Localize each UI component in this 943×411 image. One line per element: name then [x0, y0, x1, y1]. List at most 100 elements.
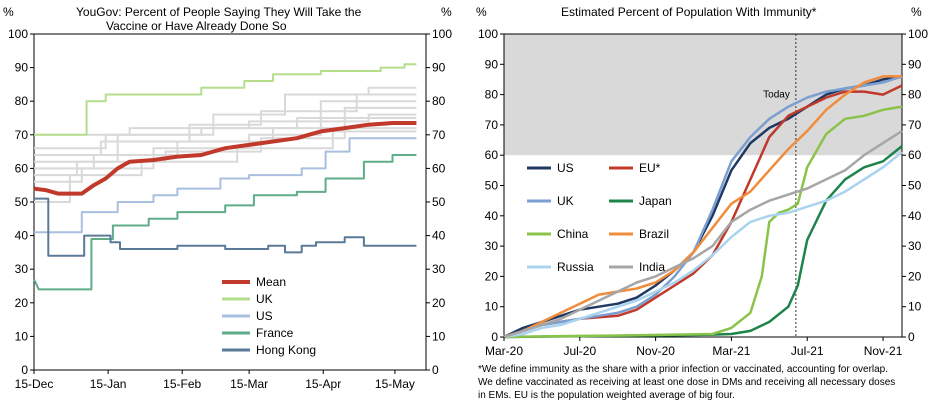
- left-ytick-label-right-60: 60: [432, 161, 446, 175]
- right-xtick-label-jul-20: Jul-20: [563, 344, 596, 358]
- right-ytick-label-left-60: 60: [485, 148, 499, 162]
- right-ytick-label-left-80: 80: [485, 88, 499, 102]
- left-chart-left-unit: %: [3, 5, 14, 19]
- left-background-line-7: [34, 93, 417, 156]
- left-xtick-label-15-jan: 15-Jan: [90, 377, 127, 391]
- left-chart-title-line-2: Vaccine or Have Already Done So: [106, 19, 287, 33]
- right-chart-left-unit: %: [476, 5, 487, 19]
- right-legend-label-china: China: [557, 227, 589, 241]
- left-series-line-france: [33, 154, 417, 291]
- left-ytick-label-right-0: 0: [432, 363, 439, 377]
- left-background-line-2: [34, 117, 417, 150]
- left-ytick-label-left-0: 0: [21, 363, 28, 377]
- footnote-line-3: in EMs. EU is the population weighted av…: [478, 390, 735, 401]
- right-ytick-label-right-60: 60: [908, 148, 922, 162]
- right-chart-title: Estimated Percent of Population With Imm…: [561, 5, 817, 19]
- left-xtick-label-15-dec: 15-Dec: [15, 377, 54, 391]
- right-chart-right-unit: %: [911, 5, 922, 19]
- left-ytick-label-left-80: 80: [15, 94, 29, 108]
- left-axis-ticks: 0 0 10 10 20 20 30 30 40 40 50 50 60 60 70 70 80 80 90 90 10…: [8, 27, 452, 391]
- right-xtick-label-jul-21: Jul-21: [791, 344, 824, 358]
- right-xtick-label-mar-21: Mar-21: [712, 344, 750, 358]
- left-xtick-label-15-apr: 15-Apr: [305, 377, 341, 391]
- right-ytick-label-left-10: 10: [485, 300, 499, 314]
- left-chart: YouGov: Percent of People Saying They Wi…: [3, 5, 452, 391]
- left-ytick-label-left-50: 50: [15, 195, 29, 209]
- left-ytick-label-right-50: 50: [432, 195, 446, 209]
- left-series-line-uk: [34, 63, 417, 136]
- left-background-line-6: [34, 130, 417, 203]
- left-ytick-label-left-10: 10: [15, 329, 29, 343]
- left-ytick-label-right-90: 90: [432, 61, 446, 75]
- left-legend-label-france: France: [256, 326, 294, 340]
- left-ytick-label-right-30: 30: [432, 262, 446, 276]
- right-series-group: [503, 75, 903, 339]
- right-legend-label-uk: UK: [557, 194, 574, 208]
- right-shaded-region: [504, 34, 902, 156]
- left-series-group: [33, 63, 417, 291]
- right-ytick-label-left-90: 90: [485, 57, 499, 71]
- right-ytick-label-right-90: 90: [908, 57, 922, 71]
- footnote-line-1: *We define immunity as the share with a …: [478, 364, 888, 375]
- left-ytick-label-left-20: 20: [15, 296, 29, 310]
- right-xtick-label-nov-21: Nov-21: [864, 344, 903, 358]
- right-legend-label-japan: Japan: [639, 194, 672, 208]
- left-chart-right-unit: %: [441, 5, 452, 19]
- left-ytick-label-left-30: 30: [15, 262, 29, 276]
- left-series-line-mean: [33, 121, 417, 196]
- right-ytick-label-right-50: 50: [908, 179, 922, 193]
- left-chart-title-line-1: YouGov: Percent of People Saying They Wi…: [76, 5, 362, 19]
- right-ytick-label-left-0: 0: [491, 330, 498, 344]
- left-legend-label-mean: Mean: [256, 275, 286, 289]
- right-xtick-label-nov-20: Nov-20: [636, 344, 675, 358]
- left-ytick-label-left-90: 90: [15, 61, 29, 75]
- right-ytick-label-left-30: 30: [485, 239, 499, 253]
- right-ytick-label-right-80: 80: [908, 88, 922, 102]
- right-series-line-russia: [503, 151, 903, 339]
- left-xtick-label-15-feb: 15-Feb: [163, 377, 201, 391]
- left-ytick-label-left-40: 40: [15, 229, 29, 243]
- left-xtick-label-15-may: 15-May: [375, 377, 415, 391]
- right-ytick-label-right-20: 20: [908, 269, 922, 283]
- right-ytick-label-left-50: 50: [485, 179, 499, 193]
- right-legend: US EU* UK Japan China Brazil Russia India: [527, 161, 672, 274]
- left-background-line-5: [34, 86, 417, 163]
- right-chart: Estimated Percent of Population With Imm…: [476, 5, 928, 401]
- right-series-line-china: [503, 105, 903, 339]
- left-series-line-hong-kong: [34, 197, 417, 257]
- right-ytick-label-right-40: 40: [908, 209, 922, 223]
- left-ytick-label-right-70: 70: [432, 128, 446, 142]
- left-plot-frame: [33, 33, 427, 371]
- right-legend-label-eu: EU*: [639, 161, 661, 175]
- right-series-line-brazil: [503, 75, 902, 339]
- today-label: Today: [763, 90, 790, 101]
- right-ytick-label-left-100: 100: [478, 27, 498, 41]
- left-ytick-label-left-60: 60: [15, 161, 29, 175]
- left-legend-label-uk: UK: [256, 292, 273, 306]
- left-series-line-us: [34, 137, 417, 234]
- left-ytick-label-right-100: 100: [432, 27, 452, 41]
- left-ytick-label-left-70: 70: [15, 128, 29, 142]
- right-legend-label-us: US: [557, 161, 574, 175]
- left-ytick-label-right-80: 80: [432, 94, 446, 108]
- right-ytick-label-left-70: 70: [485, 118, 499, 132]
- left-ytick-label-right-40: 40: [432, 229, 446, 243]
- footnote-line-2: We define vaccinated as receiving at lea…: [478, 377, 895, 388]
- right-ytick-label-right-30: 30: [908, 239, 922, 253]
- right-legend-label-india: India: [639, 260, 665, 274]
- right-series-line-india: [503, 129, 903, 339]
- left-ytick-label-right-10: 10: [432, 329, 446, 343]
- right-legend-label-brazil: Brazil: [639, 227, 669, 241]
- right-ytick-label-left-20: 20: [485, 269, 499, 283]
- left-background-series: [34, 86, 417, 203]
- left-legend: Mean UK US France Hong Kong: [222, 275, 316, 357]
- right-ytick-label-right-0: 0: [908, 330, 915, 344]
- right-ytick-label-left-40: 40: [485, 209, 499, 223]
- left-ytick-label-left-100: 100: [8, 27, 28, 41]
- left-legend-label-hong-kong: Hong Kong: [256, 343, 316, 357]
- right-legend-label-russia: Russia: [557, 260, 594, 274]
- right-ytick-label-right-100: 100: [908, 27, 928, 41]
- left-ytick-label-right-20: 20: [432, 296, 446, 310]
- right-series-line-uk: [503, 75, 903, 339]
